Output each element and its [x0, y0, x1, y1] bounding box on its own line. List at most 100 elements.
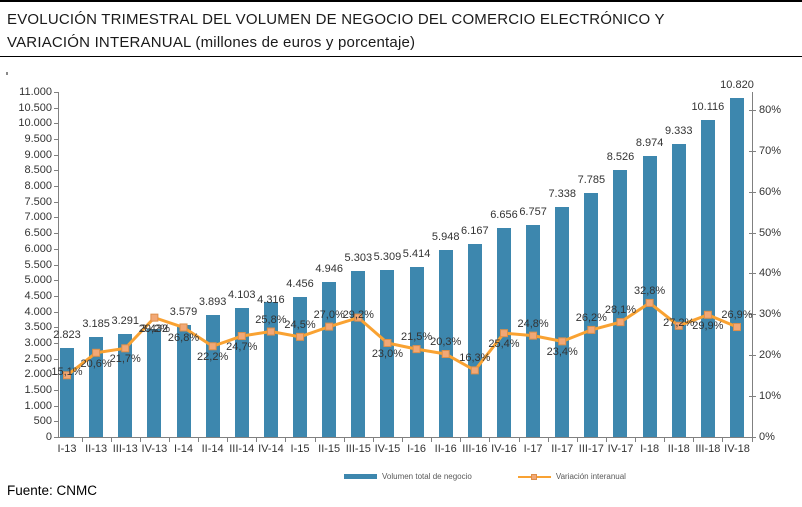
bar-value-label: 9.333	[664, 125, 693, 138]
legend-label-variation: Variación interanual	[555, 471, 626, 481]
x-axis-tick	[693, 438, 695, 442]
x-axis-tick	[751, 438, 753, 442]
left-axis-tick	[54, 295, 58, 297]
legend-item-variation: Variación interanual	[517, 471, 626, 481]
right-tick-label: 60%	[759, 185, 782, 198]
x-tick-label: I-14	[174, 443, 193, 455]
y-tick-label: 4.000	[24, 305, 52, 318]
line-marker	[208, 342, 217, 351]
bar-value-label: 3.893	[198, 295, 227, 308]
line-marker	[587, 325, 596, 334]
right-tick-label: 0%	[759, 431, 775, 443]
right-axis-tick	[749, 191, 756, 193]
y-tick-label: 7.500	[24, 195, 52, 208]
right-axis-line	[752, 92, 753, 437]
bar-value-label: 4.456	[286, 278, 314, 291]
x-axis-tick	[198, 438, 200, 442]
bar-value-label: 6.656	[490, 209, 518, 222]
right-tick-label: 40%	[759, 267, 782, 280]
right-axis-tick	[749, 396, 756, 398]
y-tick-label: 7.000	[24, 211, 52, 224]
variation-point-label: 26,2%	[575, 311, 607, 324]
variation-point-label: 28,1%	[604, 304, 637, 317]
right-tick-label: 10%	[759, 390, 782, 403]
right-axis-tick	[749, 437, 756, 438]
bar-value-label: 3.185	[82, 318, 110, 331]
left-axis-tick	[54, 342, 58, 344]
right-tick-label: 50%	[759, 226, 782, 239]
x-tick-label: IV-16	[491, 443, 517, 455]
x-tick-label: III-18	[695, 443, 721, 455]
y-tick-label: 500	[33, 415, 52, 428]
bar	[730, 97, 744, 437]
left-axis-tick	[54, 201, 58, 203]
left-axis-tick	[54, 405, 58, 407]
variation-point-label: 27,0%	[313, 308, 345, 321]
bar	[526, 225, 541, 437]
line-marker	[237, 332, 246, 341]
bar-value-label: 5.309	[373, 251, 402, 264]
right-tick-label: 20%	[759, 349, 782, 362]
bar	[584, 192, 599, 437]
left-axis-tick	[54, 217, 58, 219]
left-axis-tick	[54, 139, 58, 141]
x-axis-tick	[518, 438, 520, 442]
line-marker	[733, 323, 741, 332]
left-axis-tick	[54, 186, 58, 188]
bar-value-label: 4.316	[257, 293, 285, 306]
variation-point-label: 26,9%	[721, 309, 753, 322]
bar	[467, 243, 482, 437]
x-axis-tick	[227, 438, 229, 442]
x-axis-tick	[722, 438, 724, 442]
bar	[642, 155, 657, 437]
bar-value-label: 3.579	[169, 305, 198, 318]
x-tick-label: III-13	[112, 443, 138, 455]
x-axis-tick	[81, 438, 83, 442]
chart-title-line1: EVOLUCIÓN TRIMESTRAL DEL VOLUMEN DE NEGO…	[7, 11, 665, 28]
y-tick-label: 0	[45, 431, 52, 443]
line-marker	[499, 329, 508, 338]
y-tick-label: 10.500	[18, 101, 52, 114]
bar-value-label: 7.785	[577, 173, 606, 186]
x-tick-label: III-16	[462, 443, 488, 455]
y-tick-label: 1.500	[24, 383, 52, 396]
bar-value-label: 7.338	[548, 187, 576, 200]
variation-point-label: 20,6%	[80, 357, 112, 370]
x-tick-label: III-15	[345, 443, 371, 455]
left-axis-tick	[54, 280, 58, 282]
line-marker	[63, 371, 71, 380]
line-marker	[179, 323, 188, 332]
x-axis-tick	[314, 438, 316, 442]
bar-value-label: 10.820	[720, 78, 754, 91]
line-marker	[92, 348, 101, 357]
y-tick-label: 8.500	[24, 164, 52, 177]
bar	[89, 337, 104, 437]
variation-point-label: 16,3%	[459, 352, 491, 365]
x-axis-tick	[489, 438, 491, 442]
bar	[293, 297, 308, 437]
left-axis-tick	[54, 358, 58, 360]
x-axis-tick	[110, 438, 112, 442]
x-tick-label: II-17	[551, 443, 574, 455]
variation-point-label: 20,3%	[430, 336, 462, 349]
x-tick-label: I-16	[407, 443, 427, 455]
line-marker	[616, 318, 625, 327]
line-marker	[441, 350, 450, 359]
bar-value-label: 6.757	[519, 206, 547, 219]
line-marker	[470, 366, 479, 375]
bar	[147, 329, 162, 437]
variation-line-series	[63, 298, 741, 380]
bar	[234, 308, 249, 437]
x-axis-tick	[547, 438, 549, 442]
variation-point-label: 27,2%	[663, 316, 695, 329]
legend: Volumen total de negocio Variación inter…	[344, 469, 626, 483]
variation-point-label: 32,8%	[633, 284, 666, 297]
x-axis-tick	[635, 438, 637, 442]
x-tick-label: IV-15	[374, 443, 401, 455]
left-axis-tick	[54, 248, 58, 250]
variation-point-label: 25,8%	[255, 313, 287, 326]
bar	[613, 169, 628, 437]
right-axis-tick	[749, 355, 756, 357]
bar-value-label: 4.946	[315, 262, 343, 275]
